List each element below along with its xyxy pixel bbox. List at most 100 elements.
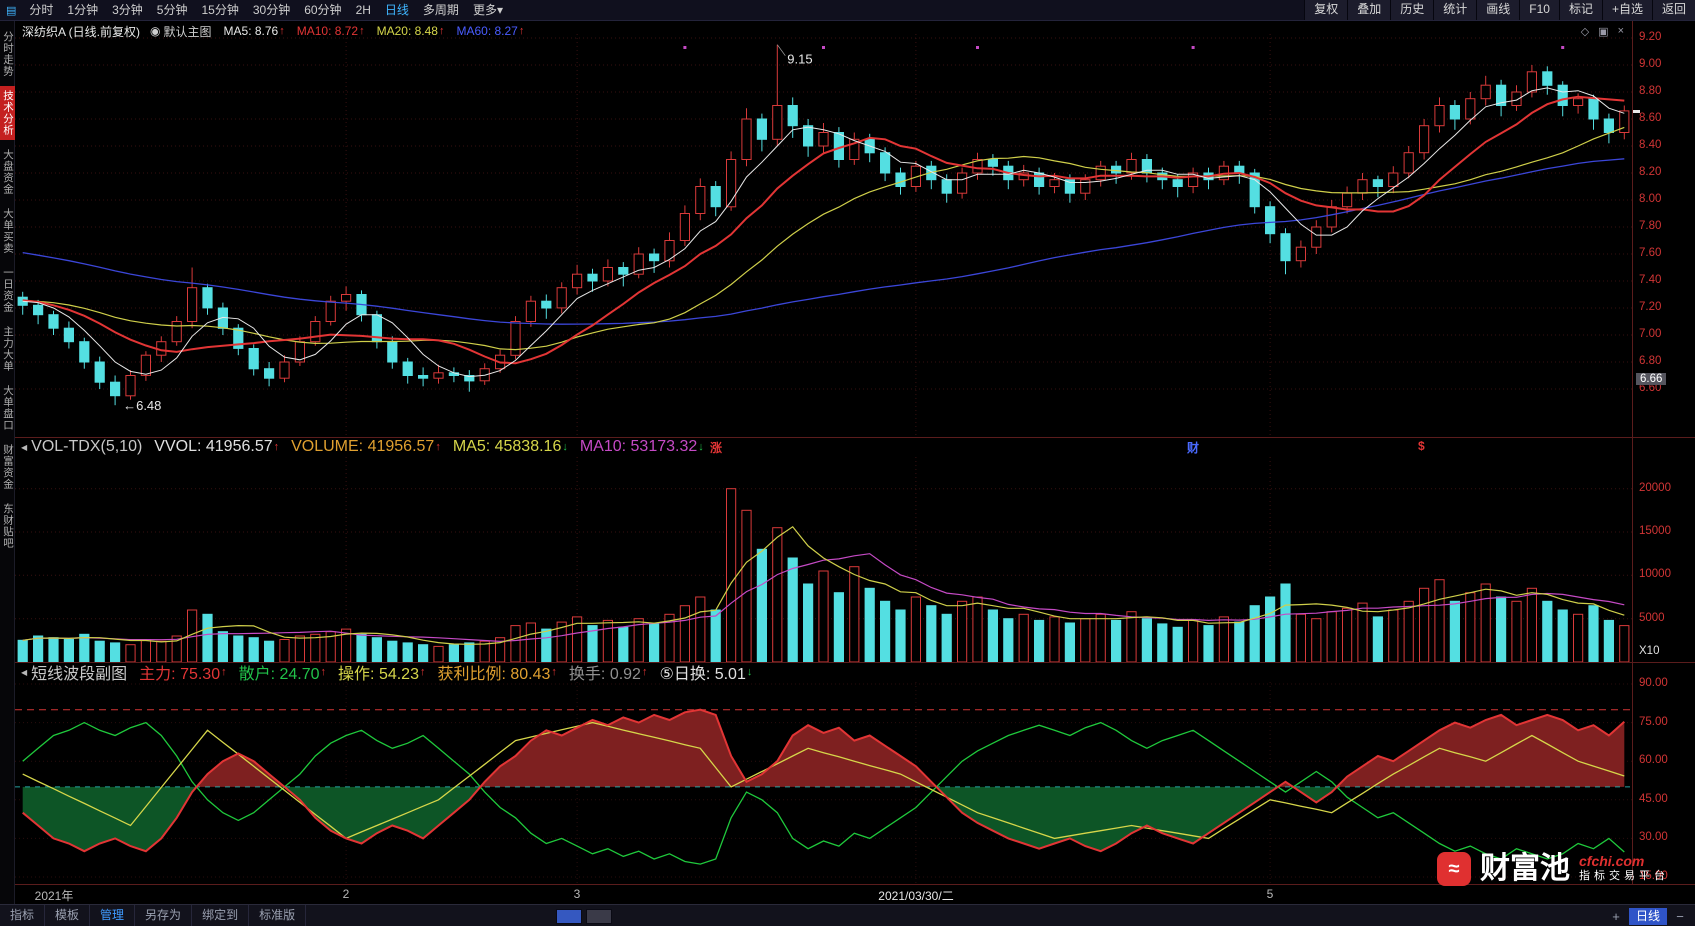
watermark-site: cfchi.com bbox=[1579, 853, 1645, 869]
axis-tick-label: 20000 bbox=[1639, 481, 1671, 494]
bottom-tab[interactable]: 指标 bbox=[0, 905, 46, 926]
event-flag-icon[interactable]: 财 bbox=[1187, 441, 1200, 455]
down-arrow-icon: ↓ bbox=[562, 441, 568, 453]
stock-title[interactable]: 深纺织A (日线.前复权) bbox=[22, 24, 141, 39]
header-value: MA10: 53173.32 ↓ bbox=[579, 438, 704, 455]
axis-divider bbox=[1632, 20, 1633, 884]
period-stepper: + 日线 − bbox=[1609, 907, 1695, 925]
axis-tick-label: 7.40 bbox=[1639, 274, 1662, 286]
sidebar-item[interactable]: 财富资金 bbox=[2, 444, 14, 490]
low-price-annotation: ←6.48 bbox=[123, 398, 161, 413]
period-tab[interactable]: 日线 bbox=[384, 2, 409, 17]
panel-icon[interactable]: ▣ bbox=[1598, 26, 1609, 38]
indicator-chart[interactable] bbox=[15, 682, 1632, 884]
toolbar-button[interactable]: 历史 bbox=[1390, 0, 1434, 20]
up-arrow-icon: ↑ bbox=[221, 666, 227, 678]
chart-layout-selector[interactable]: ◉ 默认主图 bbox=[150, 23, 212, 40]
toolbar-button[interactable]: +自选 bbox=[1601, 0, 1652, 20]
down-arrow-icon: ↓ bbox=[746, 666, 753, 678]
up-arrow-icon: ↑ bbox=[435, 441, 441, 453]
period-tab[interactable]: 60分钟 bbox=[304, 2, 342, 17]
toolbar-button[interactable]: 统计 bbox=[1433, 0, 1477, 20]
volume-unit-label: X10 bbox=[1639, 645, 1660, 657]
sidebar-item[interactable]: 大单盘口 bbox=[2, 385, 14, 431]
axis-tick-label: 7.80 bbox=[1639, 220, 1662, 232]
pane-divider bbox=[15, 884, 1695, 885]
axis-tick-label: 7.00 bbox=[1639, 328, 1662, 340]
header-value: MA5: 45838.16 ↓ bbox=[452, 438, 568, 455]
period-tab[interactable]: 30分钟 bbox=[252, 2, 291, 17]
zoom-in-button[interactable]: + bbox=[1612, 908, 1620, 924]
header-value: 获利比例: 80.43 ↑ bbox=[437, 666, 557, 683]
bottom-tab[interactable]: 管理 bbox=[90, 905, 136, 926]
sidebar-item[interactable]: 分时走势 bbox=[2, 31, 14, 77]
toolbar-button[interactable]: 画线 bbox=[1476, 0, 1520, 20]
toolbar-button[interactable]: 复权 bbox=[1304, 0, 1348, 20]
sidebar-item[interactable]: 一日资金 bbox=[2, 267, 14, 313]
toolbar-button[interactable]: F10 bbox=[1519, 0, 1559, 20]
up-arrow-icon: ↑ bbox=[518, 25, 525, 37]
close-pane-icon[interactable]: × bbox=[1617, 25, 1624, 37]
volume-chart-pane[interactable] bbox=[15, 457, 1632, 662]
volume-header: ◀ VOL-TDX(5,10) VVOL: 41956.57 ↑ VOLUME: 41… bbox=[15, 437, 1632, 457]
minimized-window[interactable] bbox=[586, 908, 613, 924]
axis-tick-label: 45.00 bbox=[1639, 792, 1668, 805]
volume-chart[interactable] bbox=[15, 457, 1632, 662]
axis-tick-label: 90.00 bbox=[1639, 677, 1668, 689]
header-value: 换手: 0.92 ↑ bbox=[568, 666, 648, 683]
axis-tick-label: 8.40 bbox=[1639, 139, 1662, 151]
toolbar-button[interactable]: 返回 bbox=[1651, 0, 1695, 20]
axis-tick-label: 10000 bbox=[1639, 568, 1671, 581]
diamond-marker-icon[interactable]: ◇ bbox=[1580, 26, 1590, 38]
sidebar-item[interactable]: 大盘资金 bbox=[2, 149, 14, 195]
header-value: VOL-TDX(5,10) bbox=[31, 438, 143, 455]
axis-tick-label: 15.00 bbox=[1639, 869, 1668, 882]
period-tab[interactable]: 5分钟 bbox=[156, 2, 188, 17]
candlestick-chart[interactable]: 9.15 ←6.48 bbox=[15, 20, 1632, 437]
toolbar-button[interactable]: 标记 bbox=[1558, 0, 1602, 20]
axis-tick-label: 60.00 bbox=[1639, 754, 1668, 767]
bottom-tab[interactable]: 模板 bbox=[45, 905, 91, 926]
toolbar-button[interactable]: 叠加 bbox=[1347, 0, 1391, 20]
axis-tick-label: 15000 bbox=[1639, 525, 1671, 537]
event-flag-icon[interactable]: 涨 bbox=[710, 441, 723, 455]
menu-icon[interactable]: ▤ bbox=[6, 4, 17, 17]
sidebar-item[interactable]: 东财贴吧 bbox=[2, 503, 14, 549]
period-tab[interactable]: 多周期 bbox=[422, 2, 459, 17]
minimized-windows bbox=[556, 908, 613, 924]
collapse-icon[interactable]: ◀ bbox=[21, 442, 28, 452]
candlestick-chart-pane[interactable]: 9.15 ←6.48 bbox=[15, 20, 1632, 437]
timeline[interactable]: 2021年 2 3 2021/03/30/二 5 bbox=[15, 884, 1632, 904]
event-flag-icon[interactable]: $ bbox=[1418, 439, 1425, 453]
zoom-out-button[interactable]: − bbox=[1676, 908, 1684, 924]
bottom-tab[interactable]: 绑定到 bbox=[192, 905, 250, 926]
sidebar-item[interactable]: 大单买卖 bbox=[2, 208, 14, 254]
bottom-tab[interactable]: 另存为 bbox=[135, 905, 193, 926]
pane-divider bbox=[15, 662, 1695, 663]
header-value: ⑤日换: 5.01 ↓ bbox=[659, 666, 753, 683]
period-tab[interactable]: 1分钟 bbox=[67, 2, 99, 17]
collapse-icon[interactable]: ◀ bbox=[21, 667, 28, 677]
header-value: 短线波段副图 bbox=[31, 666, 128, 683]
current-period-label[interactable]: 日线 bbox=[1628, 907, 1667, 925]
bottom-tab[interactable]: 标准版 bbox=[249, 905, 307, 926]
timeline-label: 2 bbox=[342, 887, 350, 901]
sidebar-item[interactable]: 技术分析 bbox=[0, 86, 15, 140]
axis-tick-label: 7.60 bbox=[1639, 247, 1662, 259]
sidebar-item[interactable]: 主力大单 bbox=[2, 326, 14, 372]
period-tab[interactable]: 分时 bbox=[29, 2, 54, 17]
layout-icon: ◉ bbox=[150, 24, 161, 38]
up-arrow-icon: ↑ bbox=[419, 666, 426, 678]
period-tab[interactable]: 2H bbox=[355, 2, 371, 17]
down-arrow-icon: ↓ bbox=[698, 441, 704, 453]
minimized-window[interactable] bbox=[556, 908, 583, 924]
period-tab[interactable]: 更多▾ bbox=[472, 2, 503, 17]
period-tab[interactable]: 3分钟 bbox=[112, 2, 143, 17]
indicator-header: ◀ 短线波段副图 主力: 75.30 ↑ 散户: 24.70 ↑ 操作: 54.23 ↑ 获利… bbox=[15, 662, 1632, 683]
indicator-chart-pane[interactable] bbox=[15, 682, 1632, 884]
top-toolbar: ▤ 分时 1分钟 3分钟 5分钟 15分钟 30分钟 60分钟 2H 日线 多周期 更多▾ 复权 叠加… bbox=[0, 0, 1695, 21]
axis-tick-label: 6.60 bbox=[1639, 382, 1662, 394]
axis-tick-label: 6.80 bbox=[1639, 355, 1662, 367]
period-tab[interactable]: 15分钟 bbox=[201, 2, 239, 17]
